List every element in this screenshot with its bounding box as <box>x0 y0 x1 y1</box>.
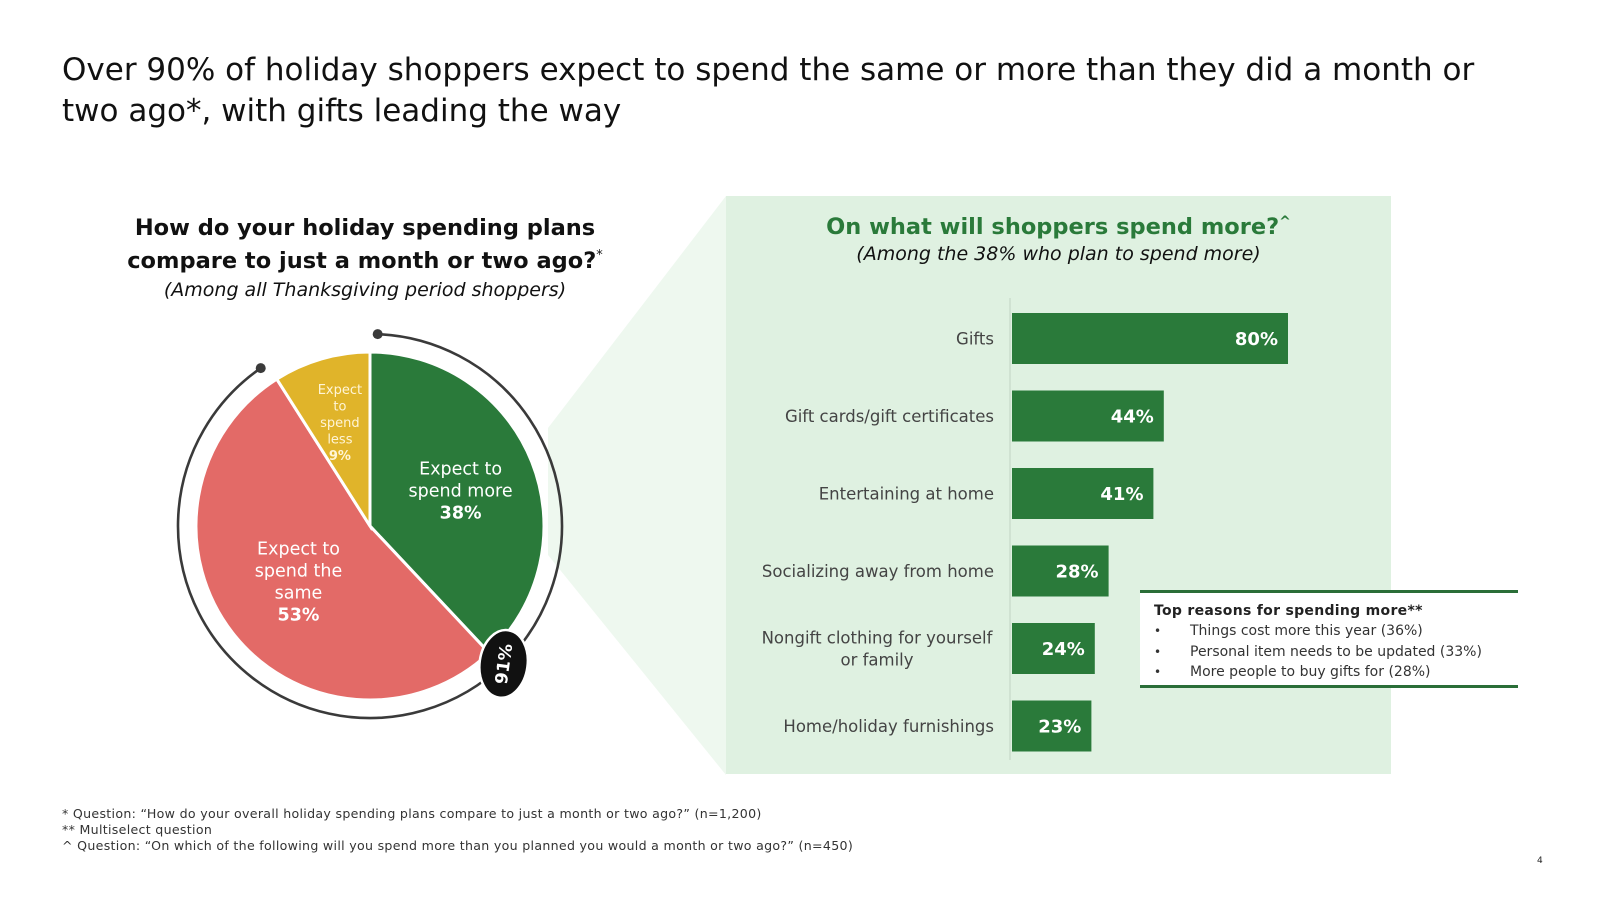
reason-item: Personal item needs to be updated (33%) <box>1154 642 1504 663</box>
bar-mark <box>1012 623 1095 674</box>
bar-mark <box>1012 700 1092 752</box>
bar-value-label: 28% <box>1056 562 1099 583</box>
pie-bracket-endpoint <box>255 363 266 374</box>
reason-item: More people to buy gifts for (28%) <box>1154 662 1504 683</box>
bar-heading-marker: ^ <box>1279 214 1291 230</box>
footnote-2: ** Multiselect question <box>62 822 213 837</box>
pie-heading-line1: How do your holiday spending plans <box>134 215 596 241</box>
bar-chart: 80% Gifts 44% Gift cards/gift certificates 4… <box>762 313 1288 752</box>
bar-value-label: 44% <box>1111 407 1154 428</box>
pie-slice <box>274 350 372 532</box>
bar-category-label: Home/holiday furnishings <box>783 717 994 736</box>
bar-category-label: Gift cards/gift certificates <box>785 407 994 426</box>
reasons-callout: Top reasons for spending more** Things c… <box>1140 590 1518 688</box>
reasons-title: Top reasons for spending more** <box>1154 603 1423 619</box>
footnotes: * Question: “How do your overall holiday… <box>62 806 1262 854</box>
badge-shape <box>478 628 530 699</box>
bar-mark <box>1012 313 1288 364</box>
pie-slice <box>368 350 546 655</box>
pie-slice-label: Expect to spend more 38% <box>409 459 513 523</box>
footnote-1: * Question: “How do your overall holiday… <box>62 806 762 821</box>
pie-chart-heading: How do your holiday spending plans compa… <box>80 214 650 275</box>
slide-title: Over 90% of holiday shoppers expect to s… <box>62 52 1475 129</box>
pie-chart: Expect to spend more 38% Expect to spend the… <box>176 329 564 720</box>
pie-total-badge: 91% <box>478 628 530 699</box>
reasons-list: Things cost more this year (36%) Persona… <box>1154 621 1504 683</box>
bar-value-label: 80% <box>1235 329 1278 350</box>
pie-heading-line2: compare to just a month or two ago? <box>127 248 597 274</box>
bar-chart-heading: On what will shoppers spend more?^ <box>726 214 1391 240</box>
bar-category-label: Gifts <box>956 330 994 349</box>
footnote-3: ^ Question: “On which of the following w… <box>62 838 854 853</box>
bar-value-label: 23% <box>1038 717 1081 738</box>
bar-mark <box>1012 545 1109 597</box>
bar-category-label: Entertaining at home <box>819 485 994 504</box>
bar-category-label: Nongift clothing for yourself or family <box>762 629 994 670</box>
pie-slice-label: Expect to spend the same 53% <box>255 540 342 626</box>
page-number: 4 <box>1537 856 1543 866</box>
pie-slice <box>194 377 492 702</box>
pie-heading-marker: * <box>596 248 603 263</box>
pie-chart-subtitle: (Among all Thanksgiving period shoppers) <box>163 279 567 301</box>
bar-heading-text: On what will shoppers spend more? <box>826 214 1280 240</box>
bar-value-label: 41% <box>1100 484 1143 505</box>
bar-category-label: Socializing away from home <box>762 562 994 581</box>
bar-value-label: 24% <box>1042 639 1085 660</box>
pie-slice-label: Expect to spend less 9% <box>318 383 362 464</box>
bar-mark <box>1012 390 1164 442</box>
pie-bracket-arc <box>176 332 564 720</box>
zoom-connector <box>548 196 726 775</box>
pie-bracket-endpoint <box>372 329 383 340</box>
bar-chart-subtitle: (Among the 38% who plan to spend more) <box>856 243 1261 265</box>
bar-mark <box>1012 468 1154 519</box>
reason-item: Things cost more this year (36%) <box>1154 621 1504 642</box>
